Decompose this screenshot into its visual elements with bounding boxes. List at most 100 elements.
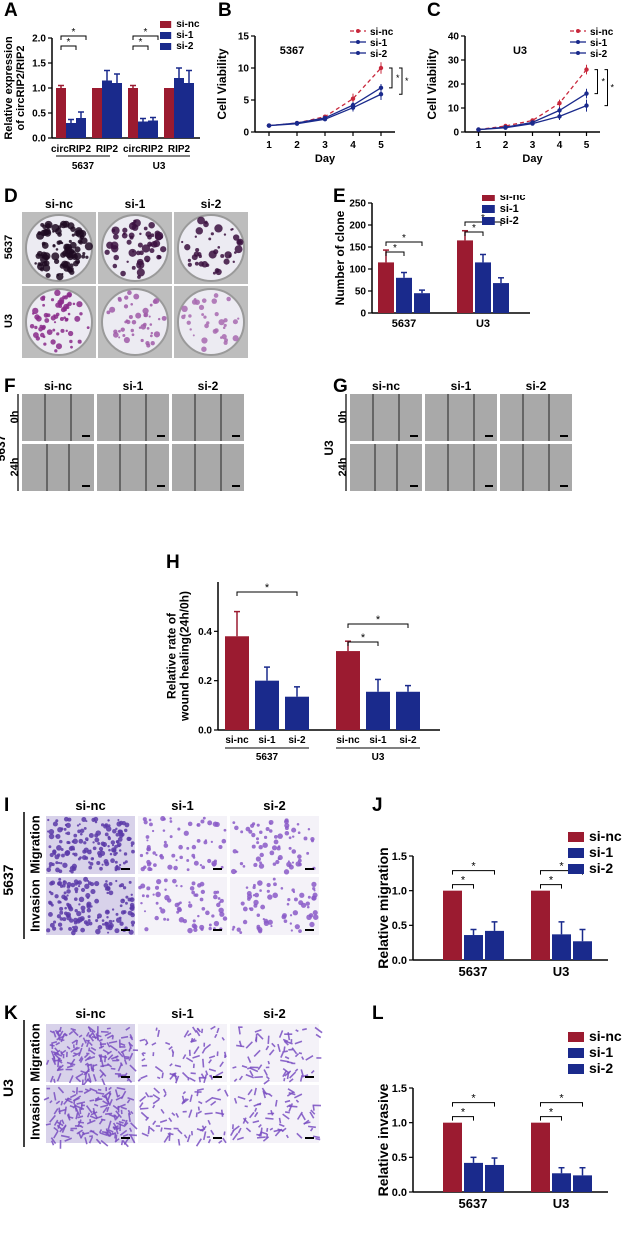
stained-cell [140, 866, 145, 872]
y-tick-label: 100 [349, 265, 366, 276]
colony [56, 332, 60, 336]
stained-cell [297, 854, 302, 859]
stained-cell [284, 1111, 290, 1114]
significance-star: * [472, 223, 476, 234]
stained-cell [236, 1136, 244, 1141]
stained-cell [153, 1087, 161, 1094]
stained-cell [88, 1136, 94, 1144]
significance-bracket [385, 241, 423, 246]
colony [137, 275, 141, 279]
stained-cell [186, 859, 190, 862]
stained-cell [70, 845, 75, 851]
stained-cell [171, 1112, 176, 1117]
stained-cell [114, 1089, 119, 1097]
stained-cell [94, 837, 100, 843]
stained-cell [152, 893, 155, 896]
stained-cell [182, 1091, 187, 1095]
colony [144, 255, 151, 263]
stained-cell [193, 927, 198, 933]
stained-cell [95, 928, 101, 935]
stained-cell [56, 1073, 62, 1082]
bar-si-1 [366, 691, 390, 730]
stained-cell [238, 1075, 244, 1081]
stained-cell [155, 853, 158, 857]
stained-cell [56, 1121, 64, 1127]
colony [128, 315, 133, 320]
colony [212, 328, 218, 334]
y-tick-label: 0.0 [392, 1187, 407, 1199]
stained-cell [192, 1054, 200, 1059]
colony [59, 316, 64, 321]
stained-cell [151, 1042, 157, 1046]
stained-cell [295, 1029, 299, 1033]
colony [81, 254, 86, 259]
stained-cell [139, 1095, 147, 1102]
stained-cell [273, 839, 279, 845]
stained-cell [312, 886, 316, 891]
significance-star: * [376, 614, 381, 626]
data-point-si-2 [322, 117, 328, 122]
colony [234, 245, 243, 254]
panel-label-c: C [427, 0, 441, 21]
stained-cell [168, 1046, 173, 1051]
stained-cell [96, 861, 101, 866]
stained-cell [107, 844, 110, 848]
stained-cell [45, 1059, 50, 1066]
stained-cell [74, 887, 79, 892]
stained-cell [196, 1091, 199, 1097]
legend-label: si-nc [589, 828, 622, 844]
stained-cell [310, 1109, 316, 1115]
stained-cell [87, 881, 92, 886]
stained-cell [250, 823, 255, 828]
stained-cell [239, 862, 244, 866]
stained-cell [59, 1026, 62, 1033]
stained-cell [104, 921, 110, 927]
stained-cell [99, 1069, 107, 1077]
stained-cell [249, 907, 254, 912]
stained-cell [115, 1095, 124, 1101]
stained-cell [208, 923, 212, 927]
stained-cell [85, 820, 88, 823]
stained-cell [291, 1047, 298, 1055]
stained-cell [210, 1074, 213, 1080]
stained-cell [106, 1042, 111, 1048]
chart-title: 5367 [280, 45, 304, 57]
stained-cell [302, 1028, 307, 1031]
colony [51, 224, 60, 233]
stained-cell [289, 922, 292, 925]
stained-cell [208, 926, 212, 931]
stained-cell [101, 1078, 106, 1087]
stained-cell [52, 1040, 58, 1044]
stained-cell [109, 852, 113, 856]
stained-cell [262, 1136, 270, 1142]
colony [204, 220, 208, 224]
colony [74, 315, 81, 322]
x-tick-label: 5 [584, 140, 590, 151]
colony [50, 298, 55, 302]
stained-cell [273, 834, 278, 839]
stained-cell [291, 849, 297, 854]
stained-cell [114, 844, 118, 849]
transwell-image [46, 1085, 135, 1143]
stained-cell [99, 850, 106, 857]
x-axis-label: Day [315, 153, 336, 165]
stained-cell [295, 1099, 300, 1103]
stained-cell [200, 1073, 205, 1079]
stained-cell [180, 884, 183, 888]
group-label: U3 [372, 752, 385, 763]
stained-cell [205, 910, 210, 916]
y-axis-label: Relative expressionof circRIP2/RIP2 [3, 36, 27, 140]
stained-cell [253, 883, 256, 887]
stained-cell [312, 1135, 320, 1139]
stained-cell [242, 1117, 249, 1124]
transwell-image [46, 1024, 135, 1082]
stained-cell [298, 1052, 303, 1055]
stained-cell [249, 1111, 255, 1119]
stained-cell [288, 1103, 294, 1112]
stained-cell [265, 1045, 270, 1051]
colony [106, 310, 111, 315]
stained-cell [169, 820, 173, 823]
colony [136, 250, 141, 256]
significance-bracket [604, 69, 608, 107]
stained-cell [117, 819, 120, 822]
